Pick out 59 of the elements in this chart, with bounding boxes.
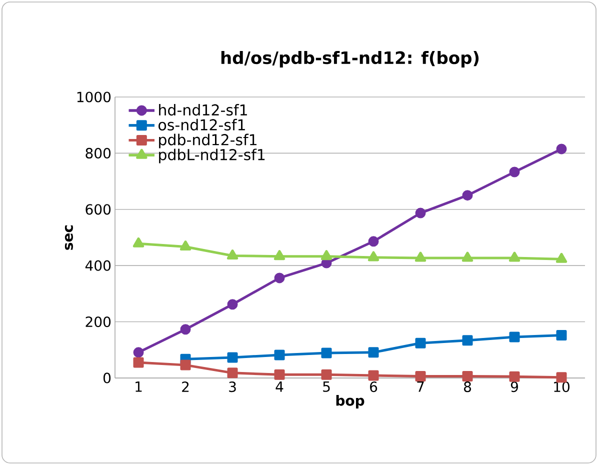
point bbox=[180, 324, 191, 335]
y-tick-label: 600 bbox=[86, 204, 111, 215]
x-axis-title: bop bbox=[336, 394, 364, 409]
point bbox=[227, 368, 238, 378]
point bbox=[180, 240, 192, 251]
point bbox=[415, 371, 426, 382]
point bbox=[132, 237, 144, 248]
x-tick-label: 10 bbox=[554, 382, 570, 392]
legend-label: os-nd12-sf1 bbox=[158, 118, 245, 131]
point bbox=[368, 347, 379, 358]
point bbox=[133, 357, 144, 368]
point bbox=[556, 144, 567, 154]
chart-title: hd/os/pdb-sf1-nd12: f(bop) bbox=[221, 51, 479, 68]
point bbox=[414, 252, 426, 262]
point bbox=[274, 350, 285, 360]
point bbox=[462, 190, 473, 201]
point bbox=[133, 347, 144, 358]
y-tick-label: 1000 bbox=[77, 92, 111, 102]
point bbox=[274, 369, 285, 380]
point bbox=[180, 360, 191, 370]
y-tick-label: 200 bbox=[86, 316, 111, 328]
point bbox=[415, 338, 426, 348]
x-tick-label: 9 bbox=[510, 382, 518, 392]
point bbox=[227, 299, 238, 310]
point bbox=[274, 250, 286, 260]
legend-label: pdbL-nd12-sf1 bbox=[159, 148, 265, 164]
point bbox=[556, 330, 567, 341]
x-tick-label: 3 bbox=[229, 382, 236, 392]
point bbox=[227, 352, 238, 363]
point bbox=[462, 371, 473, 382]
point bbox=[462, 335, 473, 346]
point bbox=[462, 252, 474, 262]
point bbox=[509, 332, 520, 342]
y-tick-label: 800 bbox=[86, 148, 111, 158]
y-tick-label: 400 bbox=[85, 260, 111, 271]
x-tick-label: 5 bbox=[323, 382, 330, 392]
point bbox=[226, 250, 238, 260]
y-tick-label: 0 bbox=[103, 372, 111, 384]
point bbox=[321, 369, 332, 380]
point bbox=[508, 252, 520, 262]
point bbox=[368, 251, 380, 262]
legend-label: hd-nd12-sf1 bbox=[159, 104, 247, 116]
point bbox=[368, 370, 379, 381]
point bbox=[509, 371, 520, 382]
point bbox=[274, 272, 285, 284]
x-tick-label: 1 bbox=[136, 382, 142, 392]
x-tick-label: 7 bbox=[417, 382, 424, 392]
point bbox=[320, 250, 332, 260]
point bbox=[556, 252, 568, 263]
x-tick-label: 8 bbox=[464, 382, 471, 392]
x-tick-label: 6 bbox=[370, 382, 378, 392]
x-tick-label: 2 bbox=[182, 382, 189, 392]
x-tick-label: 4 bbox=[276, 382, 284, 392]
point bbox=[368, 236, 379, 247]
point bbox=[509, 166, 520, 178]
y-axis-title: sec bbox=[64, 225, 73, 250]
point bbox=[415, 208, 426, 218]
legend-label: pdb-nd12-sf1 bbox=[159, 134, 256, 148]
point bbox=[321, 348, 332, 358]
